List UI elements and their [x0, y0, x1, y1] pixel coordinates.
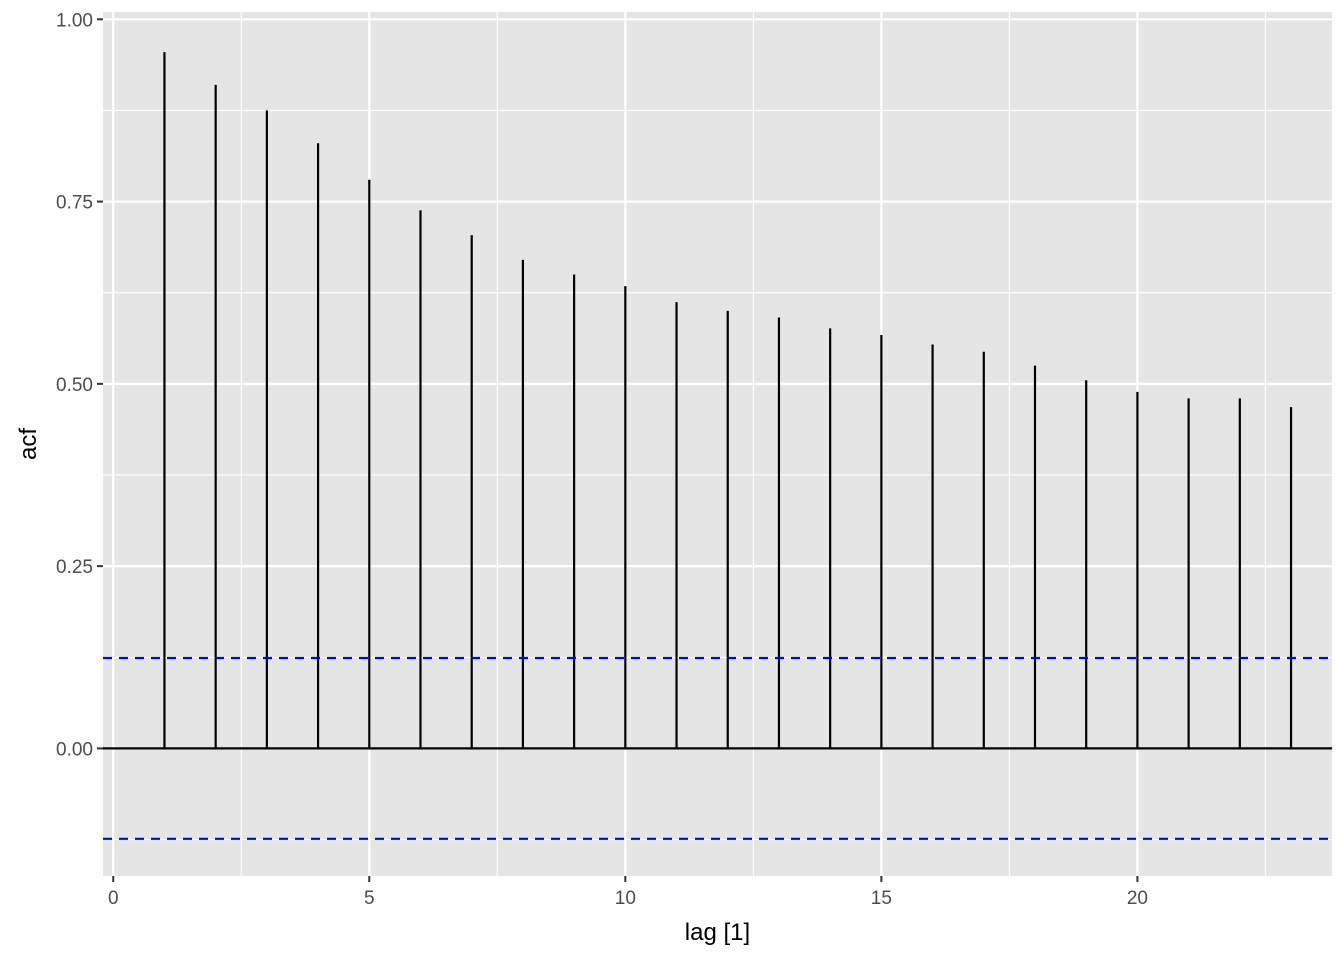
plot-panel — [103, 12, 1332, 876]
y-tick-label: 0.50 — [56, 375, 93, 396]
y-axis-title: acf — [15, 428, 42, 460]
confidence-bounds — [103, 656, 1332, 840]
y-axis: 0.00 0.25 0.50 0.75 1.00 — [56, 10, 103, 760]
x-tick-label: 15 — [871, 888, 892, 909]
y-tick-label: 0.75 — [56, 193, 93, 214]
x-tick-label: 20 — [1127, 888, 1148, 909]
x-tick-label: 5 — [364, 888, 375, 909]
x-tick-label: 0 — [108, 888, 119, 909]
y-tick-label: 0.00 — [56, 739, 93, 760]
x-axis-title: lag [1] — [685, 919, 750, 946]
x-tick-label: 10 — [615, 888, 636, 909]
x-axis: 0 5 10 15 20 — [108, 876, 1148, 909]
y-tick-label: 0.25 — [56, 557, 93, 578]
acf-bars — [163, 52, 1293, 749]
y-tick-label: 1.00 — [56, 10, 93, 31]
